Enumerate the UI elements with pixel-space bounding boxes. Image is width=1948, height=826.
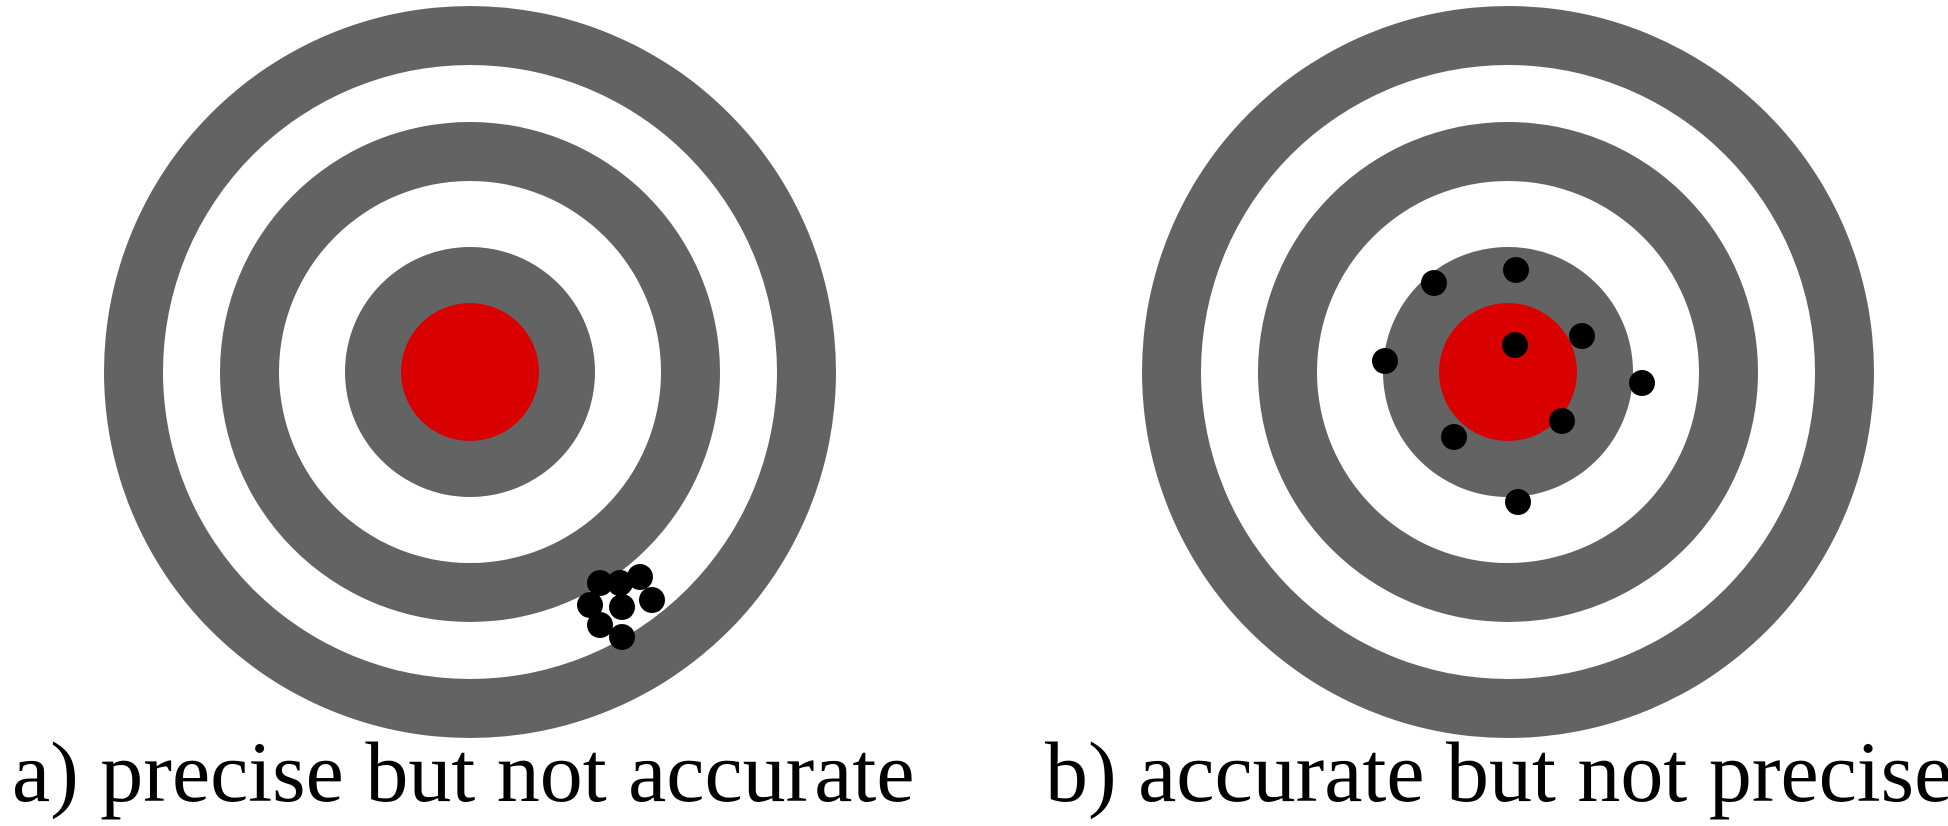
a-hit-7 (587, 612, 613, 638)
a-hit-2 (607, 570, 633, 596)
a-hit-1 (587, 570, 613, 596)
b-hit-7 (1549, 408, 1575, 434)
caption-a: a) precise but not accurate (12, 724, 915, 820)
target-a (104, 6, 836, 738)
b-hit-6 (1629, 370, 1655, 396)
b-hit-4 (1502, 332, 1528, 358)
a-hit-6 (609, 594, 635, 620)
a-hit-4 (639, 587, 665, 613)
a-bullseye (401, 303, 539, 441)
a-hit-5 (577, 592, 603, 618)
a-hit-8 (609, 624, 635, 650)
caption-b: b) accurate but not precise (1045, 724, 1948, 820)
b-hit-1 (1503, 257, 1529, 283)
b-hit-8 (1441, 424, 1467, 450)
b-hit-3 (1569, 323, 1595, 349)
b-hit-2 (1421, 270, 1447, 296)
b-hit-5 (1372, 348, 1398, 374)
a-hit-3 (627, 564, 653, 590)
b-hit-9 (1505, 489, 1531, 515)
target-b (1142, 6, 1874, 738)
b-bullseye (1439, 303, 1577, 441)
